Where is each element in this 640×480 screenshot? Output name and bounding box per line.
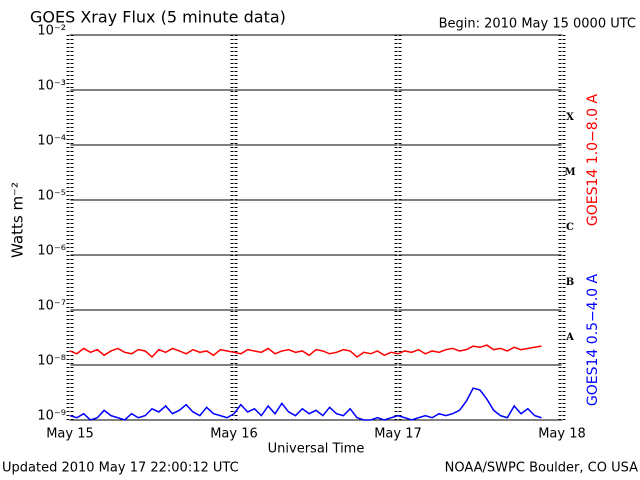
series-line (69, 344, 542, 359)
y-tick-label: 10⁻⁶ (37, 244, 66, 259)
chart-title: GOES Xray Flux (5 minute data) (30, 8, 286, 27)
flare-class-label: C (566, 222, 574, 233)
y-tick-label: 10⁻⁹ (37, 409, 66, 424)
flare-class-label: X (566, 112, 574, 123)
x-tick-label: May 17 (374, 427, 422, 442)
series-line (69, 387, 542, 421)
credit-label: NOAA/SWPC Boulder, CO USA (445, 461, 638, 476)
y-tick-label: 10⁻⁸ (37, 354, 66, 369)
x-tick-label: May 15 (46, 427, 94, 442)
flare-class-label: A (565, 332, 574, 343)
updated-label: Updated 2010 May 17 22:00:12 UTC (2, 461, 239, 476)
y-axis-label: Watts m⁻² (9, 182, 27, 258)
begin-label: Begin: 2010 May 15 0000 UTC (439, 17, 636, 32)
x-tick-label: May 18 (538, 427, 586, 442)
y-tick-label: 10⁻³ (37, 79, 66, 94)
y-tick-label: 10⁻⁷ (37, 299, 66, 314)
y-tick-label: 10⁻⁵ (37, 189, 66, 204)
y-tick-label: 10⁻⁴ (37, 134, 66, 149)
legend-entry: GOES14 1.0−8.0 A (585, 94, 601, 227)
y-tick-label: 10⁻² (37, 24, 66, 39)
plot-frame (69, 34, 563, 421)
flare-class-label: B (566, 277, 574, 288)
flare-class-label: M (564, 167, 575, 178)
legend-entry: GOES14 0.5−4.0 A (585, 274, 601, 407)
x-tick-label: May 16 (210, 427, 258, 442)
x-axis-label: Universal Time (268, 442, 365, 457)
